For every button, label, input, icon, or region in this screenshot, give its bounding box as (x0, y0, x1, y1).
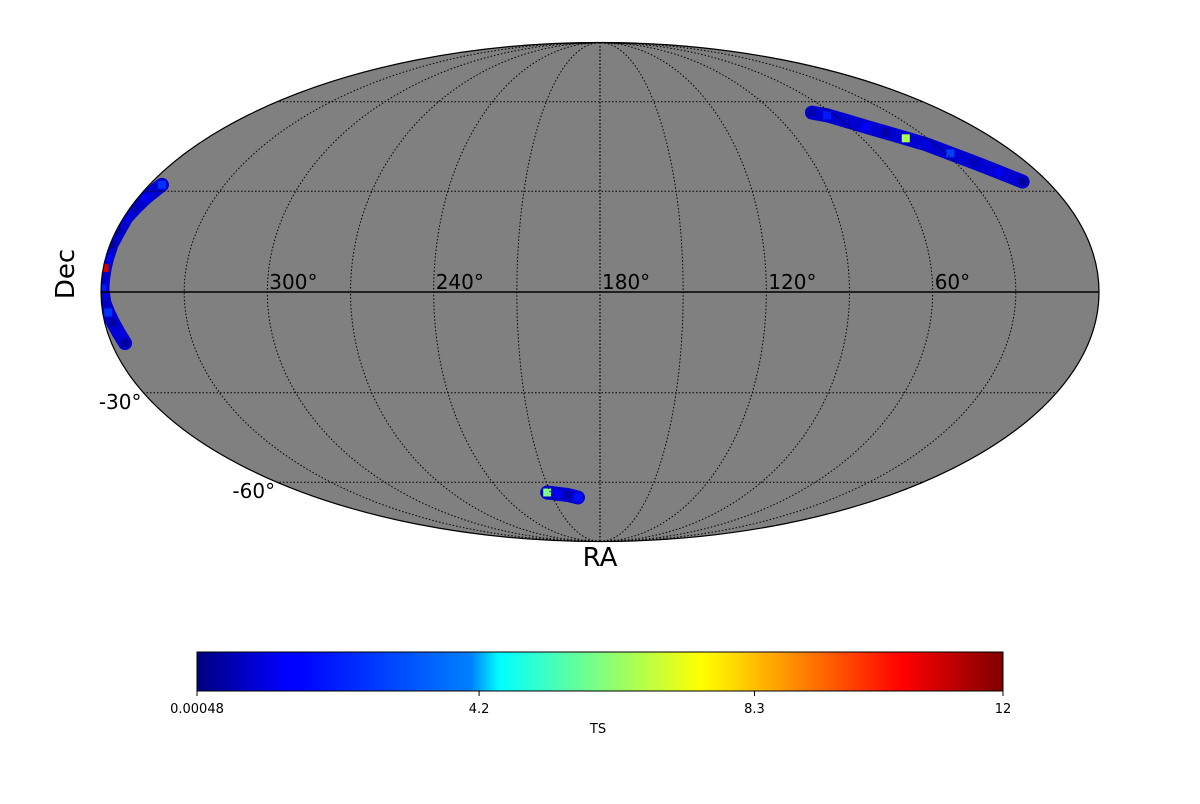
region-band (540, 485, 585, 505)
ra-tick-label: 300° (269, 270, 317, 294)
ts-pixel (994, 168, 1003, 176)
ts-pixel (114, 328, 123, 337)
ts-pixel (1018, 177, 1027, 186)
ts-pixel (104, 308, 113, 317)
ts-pixel (122, 213, 131, 222)
ts-pixel (107, 240, 116, 249)
colorbar-label: TS (589, 722, 606, 737)
dec-tick-label: -60° (232, 479, 275, 503)
dec-tick-labels: -30° -60° (99, 390, 275, 503)
ts-pixel (574, 493, 582, 502)
ts-pixel (131, 203, 140, 212)
ts-pixel (109, 318, 118, 327)
ts-pixel (823, 111, 832, 120)
ts-pixel (807, 108, 816, 117)
ra-tick-label: 60° (935, 270, 970, 294)
ts-pixel (543, 488, 552, 497)
ts-pixel (842, 116, 851, 125)
colorbar: 0.00048 4.2 8.3 12 TS (170, 651, 1011, 737)
meridian-line (599, 42, 851, 542)
ts-pixel (563, 491, 572, 499)
ts-pixel (922, 140, 931, 149)
ts-pixel (901, 134, 910, 143)
colorbar-ticks: 0.00048 4.2 8.3 12 (170, 691, 1011, 717)
ra-tick-labels: 300° 240° 180° 120° 60° (269, 270, 970, 294)
ts-pixel (158, 180, 166, 189)
ts-pixel (861, 122, 870, 131)
ts-pixel (101, 298, 109, 307)
ts-pixel (101, 284, 107, 293)
ts-pixel (114, 226, 123, 235)
y-axis-label: Dec (51, 249, 81, 299)
dec-tick-label: -30° (99, 390, 142, 414)
x-axis-label: RA (583, 543, 618, 573)
ts-pixel (121, 339, 130, 348)
ts-pixel (946, 149, 955, 158)
colorbar-tick-label: 0.00048 (170, 702, 224, 717)
ts-pixel (101, 264, 109, 273)
ts-regions (101, 105, 1030, 505)
ts-pixel (553, 489, 562, 498)
ra-tick-label: 180° (602, 270, 650, 294)
colorbar-tick-label: 4.2 (469, 702, 490, 717)
ra-tick-label: 240° (436, 270, 484, 294)
ts-pixel (141, 193, 150, 202)
ts-pixel (101, 274, 108, 283)
ts-pixel (881, 128, 890, 137)
colorbar-tick-label: 12 (995, 702, 1012, 717)
region-west-limb (101, 177, 169, 351)
colorbar-gradient (196, 651, 1004, 692)
ts-pixel (103, 253, 112, 262)
map-outline (100, 41, 1100, 543)
region-south (540, 485, 585, 505)
ts-pixel (970, 158, 979, 167)
ra-tick-label: 120° (768, 270, 816, 294)
colorbar-tick-label: 8.3 (744, 702, 765, 717)
